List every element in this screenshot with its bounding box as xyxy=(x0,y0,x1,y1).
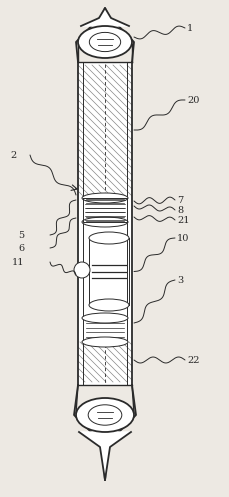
Ellipse shape xyxy=(82,337,128,347)
Polygon shape xyxy=(79,432,131,480)
Bar xyxy=(78,65,132,198)
Text: 1: 1 xyxy=(187,23,193,32)
Text: 7: 7 xyxy=(177,195,183,204)
Polygon shape xyxy=(83,318,127,342)
Polygon shape xyxy=(83,198,127,222)
Ellipse shape xyxy=(82,217,128,227)
Ellipse shape xyxy=(82,313,128,323)
Ellipse shape xyxy=(76,398,134,432)
Text: 2: 2 xyxy=(10,151,16,160)
Text: 22: 22 xyxy=(187,355,199,364)
Text: 5: 5 xyxy=(18,231,24,240)
Text: 3: 3 xyxy=(177,275,183,284)
Text: 11: 11 xyxy=(12,257,25,266)
Polygon shape xyxy=(78,62,132,385)
Text: 10: 10 xyxy=(177,234,189,243)
Text: 21: 21 xyxy=(177,216,190,225)
Polygon shape xyxy=(78,222,132,318)
Circle shape xyxy=(74,262,90,278)
Text: 6: 6 xyxy=(18,244,24,252)
Ellipse shape xyxy=(89,232,129,244)
Text: 20: 20 xyxy=(187,95,199,104)
Polygon shape xyxy=(81,8,129,26)
Ellipse shape xyxy=(78,26,132,58)
Ellipse shape xyxy=(82,193,128,203)
Ellipse shape xyxy=(89,299,129,311)
Text: 8: 8 xyxy=(177,205,183,215)
